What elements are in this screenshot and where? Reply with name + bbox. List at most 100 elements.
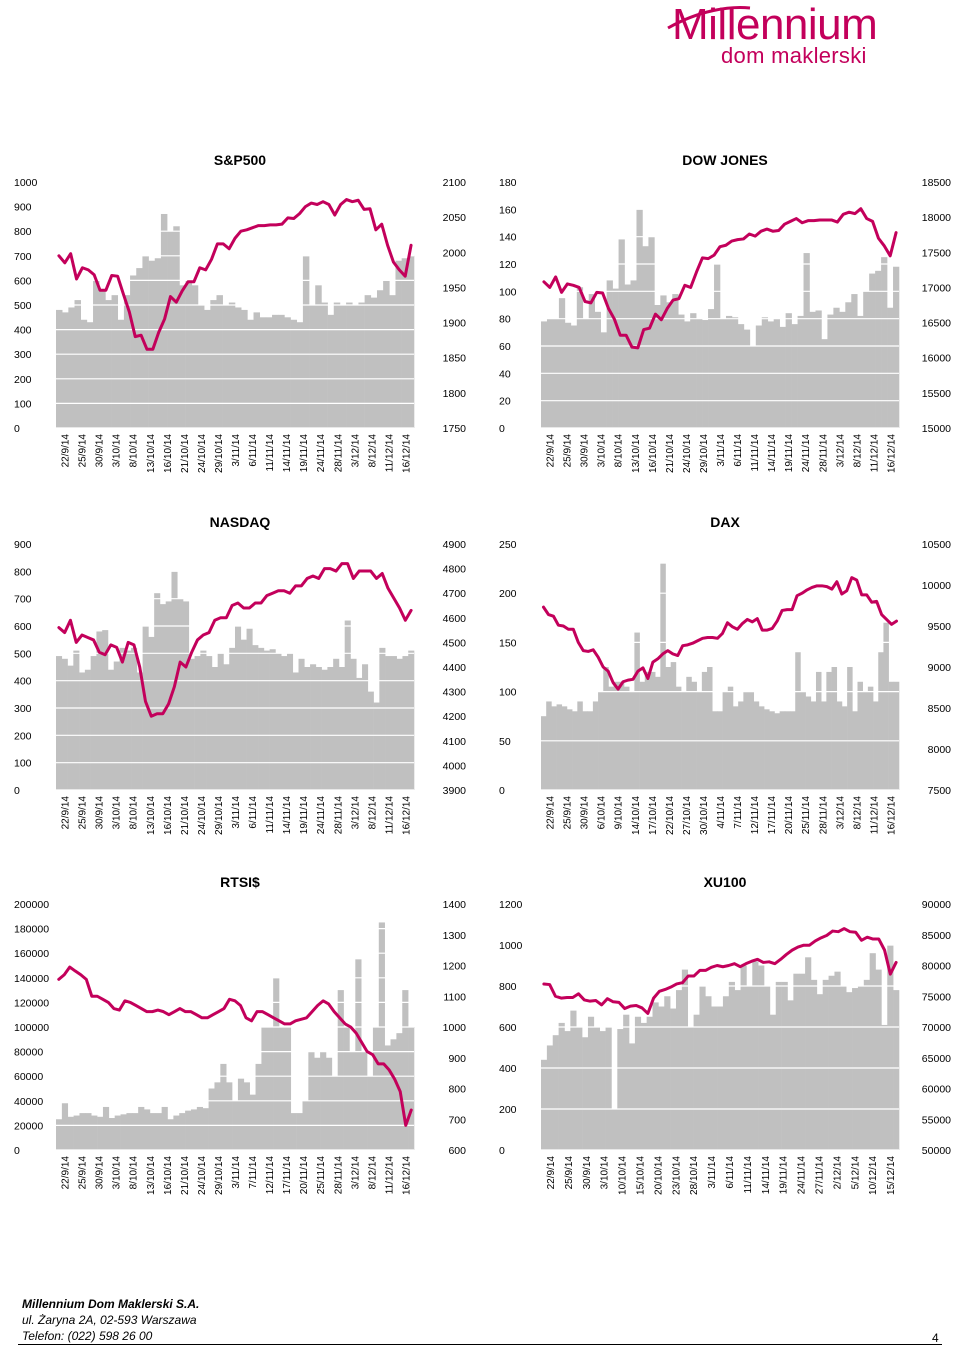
left-tick-label: 1000 [14,177,38,189]
bar [618,239,625,428]
bar [831,667,838,790]
left-tick-label: 80 [499,314,511,326]
chart-title: XU100 [703,874,747,890]
series-line [542,927,898,1015]
bar [740,965,747,1150]
left-tick-label: 20000 [14,1120,43,1132]
left-tick-label: 0 [14,1145,20,1157]
bar [79,1113,86,1150]
bar [711,1006,718,1150]
bar [253,312,260,428]
bar [279,1027,286,1150]
bar [869,953,876,1150]
left-tick-label: 200 [499,588,517,600]
bar [304,667,311,790]
bar [737,324,745,428]
logo-name: Millennium [672,0,878,49]
x-tick-label: 24/11/14 [797,1156,808,1195]
bar [321,669,328,790]
x-tick-label: 4/11/14 [716,796,727,829]
bar [130,275,137,428]
left-tick-label: 400 [14,325,32,337]
bar [728,981,735,1150]
right-tick-label: 80000 [922,961,951,973]
bar [624,284,631,428]
bar [753,701,760,790]
bar [654,305,661,428]
right-tick-label: 7500 [928,785,952,797]
chart-svg: 0 20000 40000 60000 80000 100000 120000 140000 1… [14,899,466,1195]
right-tick-label: 4100 [443,736,467,748]
x-tick-label: 25/9/14 [78,796,89,830]
bar [570,1010,577,1150]
bar [791,324,798,428]
bar [552,1035,559,1150]
x-tick-label: 24/11/14 [316,796,327,835]
left-tick-label: 900 [14,202,32,214]
bar [344,620,351,790]
footer-company: Millennium Dom Maklerski S.A. [22,1297,200,1311]
bar [652,1002,659,1150]
left-tick-label: 0 [499,785,505,797]
bar [217,653,224,790]
x-tick-label: 9/10/14 [614,796,625,830]
right-tick-label: 10500 [922,539,951,551]
bar [396,658,403,790]
bar [155,1113,162,1150]
footer-divider [18,1344,942,1345]
bar [235,307,242,428]
x-tick-label: 16/10/14 [163,796,174,835]
bar [803,253,810,428]
chart-title: DAX [710,514,740,530]
left-tick-label: 60000 [14,1071,43,1083]
bar [327,667,334,790]
bar [805,696,812,790]
x-tick-label: 14/10/14 [631,796,642,835]
bar [154,258,162,428]
right-tick-label: 65000 [922,1053,951,1065]
x-tick-label: 8/12/14 [852,434,863,468]
bar [302,255,310,428]
bar [605,1027,612,1150]
bar [686,676,692,790]
bar [790,711,796,790]
bar [327,314,335,428]
x-tick-label: 28/11/14 [333,434,344,473]
bar [210,300,217,428]
x-tick-label: 29/10/14 [214,1156,225,1195]
x-tick-label: 11/12/14 [869,796,880,835]
bar [86,322,94,428]
bar [722,996,730,1150]
bar [197,305,205,428]
bar [634,632,640,790]
left-tick-label: 0 [499,423,505,435]
bar [292,672,299,790]
bar [61,658,68,790]
bar [200,650,207,790]
right-tick-label: 16000 [922,353,951,365]
bar [132,1113,139,1150]
bar [867,686,874,790]
right-tick-label: 50000 [922,1145,951,1157]
chart-panel-dow-jones: DOW JONES 0 20 40 60 80 100 120 140 160 180 15000 1… [495,150,955,490]
left-tick-label: 40 [499,368,511,380]
right-tick-label: 15500 [922,388,951,400]
bar [154,593,161,790]
bar [333,302,341,428]
bar [758,965,765,1150]
bar [675,686,682,790]
bar [67,1116,74,1150]
x-tick-label: 21/10/14 [180,796,191,835]
bar [358,302,365,428]
bar [367,1076,374,1150]
bar [90,656,97,790]
bar [204,309,211,428]
bar [764,709,770,790]
bar [570,325,578,428]
x-tick-label: 8/10/14 [614,434,625,468]
bar [857,681,863,790]
bar [691,681,697,790]
bar [551,706,557,790]
bar [376,290,384,428]
bar [370,297,378,428]
